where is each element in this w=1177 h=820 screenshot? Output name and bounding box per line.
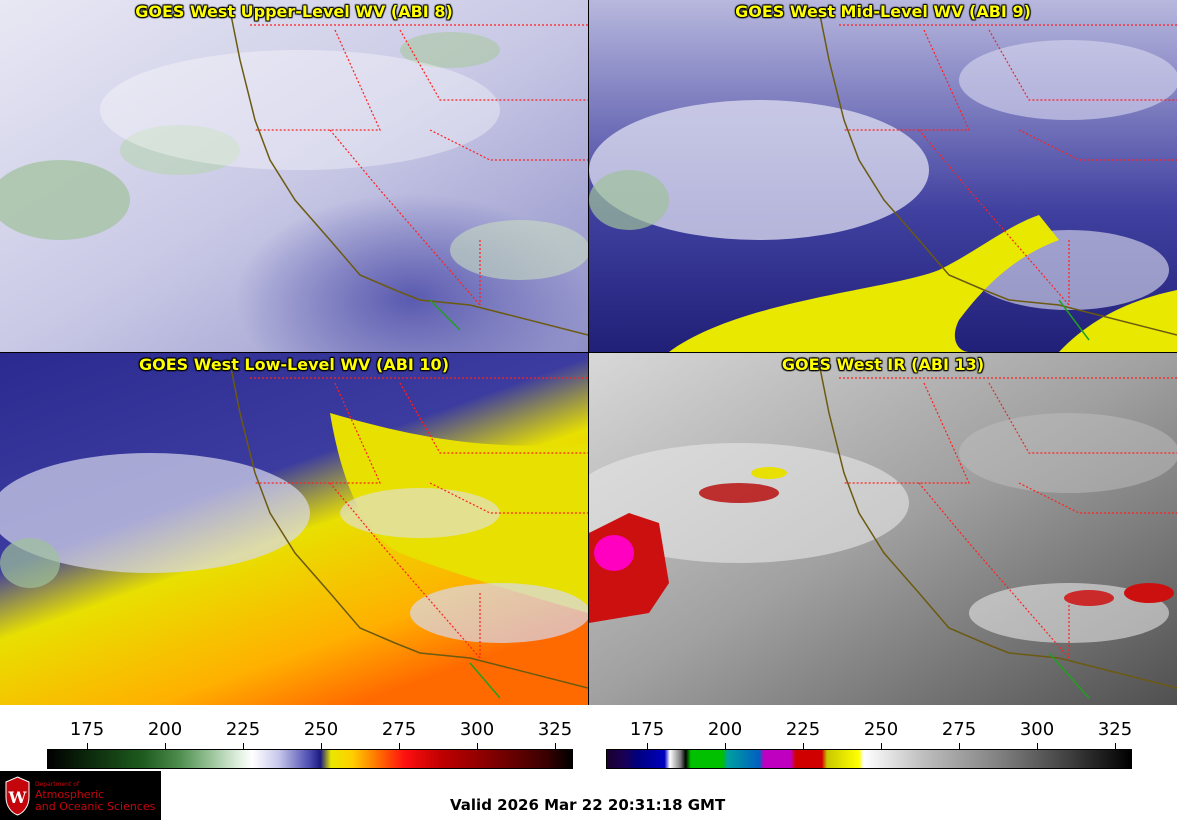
colorbar-tick <box>959 743 960 749</box>
mid-level-wv-panel: GOES West Mid-Level WV (ABI 9) <box>589 0 1177 352</box>
colorbar-tick <box>87 743 88 749</box>
colorbar-tick <box>881 743 882 749</box>
panel-divider-horizontal <box>0 352 1177 353</box>
colorbar-tick-label: 225 <box>225 719 261 740</box>
panel-title: GOES West Low-Level WV (ABI 10) <box>138 355 449 374</box>
upper-level-wv-image <box>0 0 588 352</box>
svg-text:W: W <box>8 788 28 807</box>
colorbar-tick <box>1115 743 1116 749</box>
logo-department-text: Department of <box>35 781 79 788</box>
colorbar-tick <box>647 743 648 749</box>
colorbar-tick <box>477 743 478 749</box>
valid-time-label: Valid 2026 Mar 22 20:31:18 GMT <box>450 796 726 814</box>
logo-line-oceanic: and Oceanic Sciences <box>35 800 156 813</box>
colorbar-tick-label: 300 <box>459 719 495 740</box>
colorbar-tick-label: 325 <box>537 719 573 740</box>
colorbar-tick-label: 200 <box>707 719 743 740</box>
colorbar-tick <box>555 743 556 749</box>
ir-colorbar-gradient <box>606 749 1132 769</box>
panel-title: GOES West IR (ABI 13) <box>781 355 985 374</box>
low-level-wv-image <box>0 353 588 705</box>
panel-title: GOES West Mid-Level WV (ABI 9) <box>735 2 1031 21</box>
colorbar-tick <box>243 743 244 749</box>
colorbar-tick-label: 175 <box>629 719 665 740</box>
colorbar-tick-label: 275 <box>381 719 417 740</box>
logo-line-atmospheric: Atmospheric <box>35 788 105 801</box>
wv-colorbar: 175 200 225 250 275 300 325 <box>0 705 589 777</box>
colorbar-tick <box>399 743 400 749</box>
colorbar-tick <box>165 743 166 749</box>
aos-logo: W Department of Atmospheric and Oceanic … <box>0 771 161 820</box>
colorbar-tick <box>1037 743 1038 749</box>
wv-colorbar-gradient <box>47 749 573 769</box>
low-level-wv-panel: GOES West Low-Level WV (ABI 10) <box>0 353 588 705</box>
ir-image <box>589 353 1177 705</box>
colorbar-tick <box>725 743 726 749</box>
colorbar-tick-label: 250 <box>863 719 899 740</box>
uw-crest-icon: W <box>5 776 30 816</box>
colorbar-tick-label: 200 <box>147 719 183 740</box>
colorbar-tick-label: 175 <box>69 719 105 740</box>
colorbar-tick-label: 250 <box>303 719 339 740</box>
colorbar-tick <box>803 743 804 749</box>
panel-title: GOES West Upper-Level WV (ABI 8) <box>135 2 453 21</box>
colorbar-tick-label: 300 <box>1019 719 1055 740</box>
colorbar-tick-label: 275 <box>941 719 977 740</box>
ir-colorbar: 175 200 225 250 275 300 325 <box>589 705 1177 777</box>
colorbar-tick <box>321 743 322 749</box>
upper-level-wv-panel: GOES West Upper-Level WV (ABI 8) <box>0 0 588 352</box>
colorbar-tick-label: 225 <box>785 719 821 740</box>
logo-name-text: Atmospheric and Oceanic Sciences <box>35 789 155 813</box>
colorbar-tick-label: 325 <box>1097 719 1133 740</box>
ir-panel: GOES West IR (ABI 13) <box>589 353 1177 705</box>
mid-level-wv-image <box>589 0 1177 352</box>
